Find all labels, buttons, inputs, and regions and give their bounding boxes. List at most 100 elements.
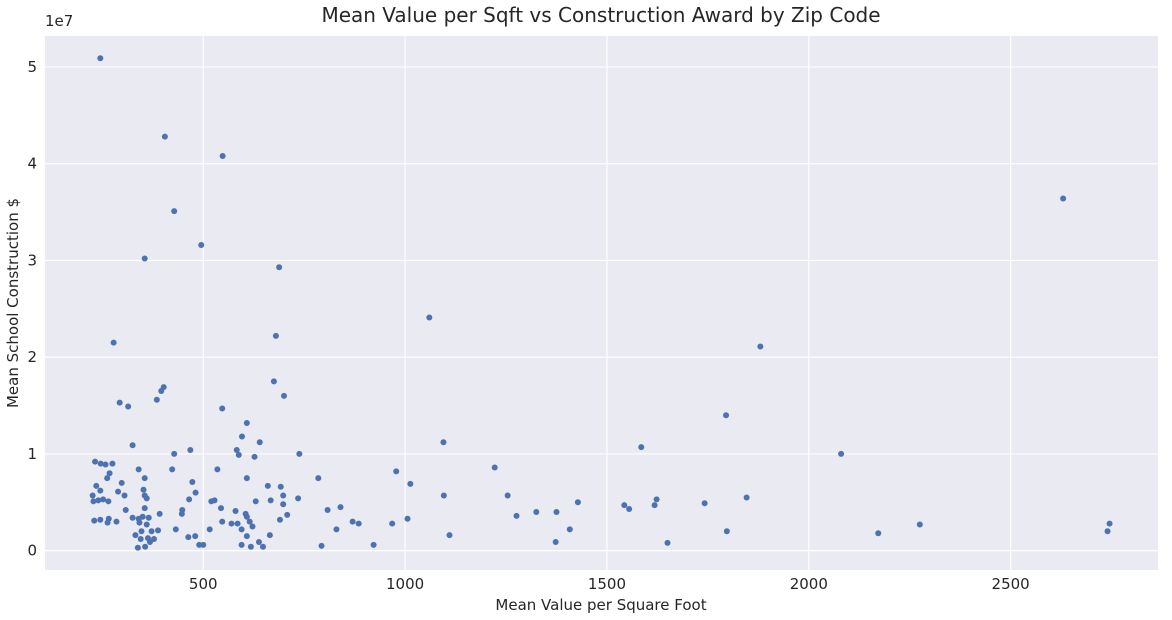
data-point	[138, 528, 145, 535]
data-point	[235, 451, 242, 458]
data-point	[115, 488, 122, 495]
data-point	[638, 444, 645, 451]
data-point	[153, 396, 160, 403]
data-point	[389, 520, 396, 527]
x-axis-ticks: 500 1000 1500 2000 2500	[189, 575, 1030, 593]
data-point	[219, 405, 226, 412]
data-point	[198, 241, 205, 248]
data-point	[145, 514, 152, 521]
data-point	[552, 538, 559, 545]
y-tick-label: 3	[27, 251, 37, 269]
data-point	[172, 526, 179, 533]
data-point	[243, 475, 250, 482]
data-point	[121, 492, 128, 499]
data-point	[200, 541, 207, 548]
data-point	[171, 450, 178, 457]
data-point	[134, 544, 141, 551]
data-point	[277, 483, 284, 490]
data-point	[97, 55, 104, 62]
y-tick-label: 4	[27, 155, 37, 173]
data-point	[135, 466, 142, 473]
data-point	[104, 475, 111, 482]
y-axis-ticks: 0 1 2 3 4 5	[27, 58, 37, 560]
data-point	[701, 500, 708, 507]
data-point	[89, 492, 96, 499]
data-points	[89, 55, 1113, 551]
data-point	[192, 489, 199, 496]
data-point	[251, 453, 258, 460]
data-point	[249, 523, 256, 530]
data-point	[426, 314, 433, 321]
data-point	[276, 516, 283, 523]
data-point	[143, 495, 150, 502]
chart-title: Mean Value per Sqft vs Construction Awar…	[321, 3, 880, 27]
data-point	[239, 433, 246, 440]
data-point	[324, 507, 331, 514]
data-point	[259, 543, 266, 550]
data-point	[270, 378, 277, 385]
data-point	[169, 466, 176, 473]
data-point	[407, 480, 414, 487]
data-point	[280, 492, 287, 499]
data-point	[106, 470, 113, 477]
data-point	[171, 208, 178, 215]
data-point	[916, 521, 923, 528]
data-point	[723, 528, 730, 535]
data-point	[266, 532, 273, 539]
data-point	[621, 502, 628, 509]
data-point	[208, 498, 215, 505]
data-point	[186, 496, 193, 503]
data-point	[757, 343, 764, 350]
data-point	[440, 439, 447, 446]
data-point	[113, 518, 120, 525]
data-point	[91, 517, 98, 524]
data-point	[243, 419, 250, 426]
data-point	[141, 475, 148, 482]
data-point	[1104, 528, 1111, 535]
data-point	[214, 466, 221, 473]
data-point	[296, 450, 303, 457]
data-point	[653, 496, 660, 503]
data-point	[219, 518, 226, 525]
data-point	[156, 510, 163, 517]
data-point	[218, 505, 225, 512]
data-point	[143, 521, 150, 528]
data-point	[255, 538, 262, 545]
data-point	[129, 442, 136, 449]
data-point	[97, 516, 104, 523]
data-point	[651, 502, 658, 509]
data-point	[122, 507, 129, 514]
data-point	[161, 133, 168, 140]
data-point	[189, 478, 196, 485]
y-tick-label: 5	[27, 58, 37, 76]
data-point	[355, 520, 362, 527]
data-point	[238, 526, 245, 533]
data-point	[272, 332, 279, 339]
x-tick-label: 2500	[992, 575, 1030, 593]
data-point	[446, 532, 453, 539]
data-point	[1106, 520, 1113, 527]
data-point	[93, 482, 100, 489]
data-point	[233, 447, 240, 454]
data-point	[232, 507, 239, 514]
data-point	[1060, 195, 1067, 202]
data-point	[97, 460, 104, 467]
data-point	[141, 255, 148, 262]
data-point	[155, 527, 162, 534]
data-point	[146, 538, 153, 545]
data-point	[246, 518, 253, 525]
data-point	[875, 530, 882, 537]
data-point	[137, 536, 144, 543]
data-point	[142, 543, 149, 550]
data-point	[95, 497, 102, 504]
data-point	[533, 508, 540, 515]
x-tick-label: 1500	[588, 575, 626, 593]
data-point	[566, 526, 573, 533]
data-point	[234, 520, 241, 527]
data-point	[109, 460, 116, 467]
data-point	[337, 504, 344, 511]
data-point	[178, 510, 185, 517]
data-point	[267, 497, 274, 504]
data-point	[238, 541, 245, 548]
data-point	[333, 526, 340, 533]
